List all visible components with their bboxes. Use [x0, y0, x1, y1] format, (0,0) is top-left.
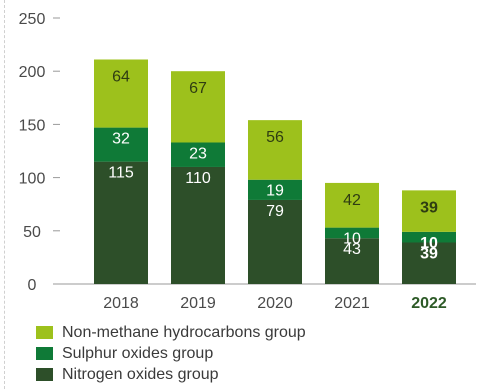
y-tick-label-150: 150: [19, 117, 46, 134]
data-label-2022-series-2: 39: [420, 199, 438, 216]
data-label-2018-series-0: 115: [108, 165, 134, 182]
left-dashed-border: [4, 0, 5, 389]
bar-2019-series-0: [171, 166, 225, 284]
x-tick-label-2022: 2022: [411, 295, 447, 312]
legend: Non-methane hydrocarbons group Sulphur o…: [36, 322, 306, 385]
data-label-2020-series-1: 19: [266, 183, 284, 200]
bar-2018-series-1: [94, 127, 148, 162]
data-label-2021-series-1: 10: [343, 231, 361, 248]
data-label-2021-series-0: 43: [343, 241, 361, 258]
x-tick-label-2019: 2019: [180, 295, 216, 312]
legend-item-sulphur: Sulphur oxides group: [36, 343, 306, 364]
legend-label-nitrogen: Nitrogen oxides group: [62, 365, 219, 383]
legend-item-nitrogen: Nitrogen oxides group: [36, 364, 306, 385]
data-label-2020-series-0: 79: [266, 203, 284, 220]
bar-2020-series-0: [248, 199, 302, 284]
y-tick-label-250: 250: [19, 11, 46, 28]
bar-2021-series-1: [325, 227, 379, 239]
data-label-2022-series-0: 39: [420, 246, 438, 263]
bar-2022-series-1: [402, 231, 456, 243]
bar-2021-series-0: [325, 238, 379, 284]
legend-swatch-non-methane: [36, 326, 53, 339]
legend-label-non-methane: Non-methane hydrocarbons group: [62, 323, 306, 341]
bar-2022-series-2: [402, 190, 456, 232]
bar-2020-series-1: [248, 179, 302, 200]
legend-swatch-nitrogen: [36, 368, 53, 381]
data-label-2020-series-2: 56: [266, 129, 284, 146]
data-label-2018-series-2: 64: [112, 68, 130, 85]
bar-2018-series-0: [94, 161, 148, 284]
x-tick-label-2021: 2021: [334, 295, 370, 312]
data-label-2019-series-0: 110: [185, 170, 211, 187]
bar-2022-series-0: [402, 242, 456, 284]
y-tick-label-50: 50: [23, 224, 41, 241]
y-tick-label-100: 100: [19, 171, 46, 188]
data-label-2019-series-1: 23: [189, 145, 207, 162]
data-label-2021-series-2: 42: [343, 192, 361, 209]
legend-item-non-methane: Non-methane hydrocarbons group: [36, 322, 306, 343]
bar-2018-series-2: [94, 59, 148, 128]
bar-2020-series-2: [248, 120, 302, 180]
x-tick-label-2020: 2020: [257, 295, 293, 312]
legend-swatch-sulphur: [36, 347, 53, 360]
data-label-2022-series-1: 10: [420, 235, 438, 252]
data-label-2018-series-1: 32: [112, 131, 130, 148]
bar-2019-series-2: [171, 71, 225, 143]
bar-2021-series-2: [325, 182, 379, 228]
legend-label-sulphur: Sulphur oxides group: [62, 344, 214, 362]
y-tick-label-0: 0: [28, 277, 37, 294]
bar-2019-series-1: [171, 142, 225, 167]
x-tick-label-2018: 2018: [103, 295, 139, 312]
y-tick-label-200: 200: [19, 64, 46, 81]
data-label-2019-series-2: 67: [189, 80, 207, 97]
